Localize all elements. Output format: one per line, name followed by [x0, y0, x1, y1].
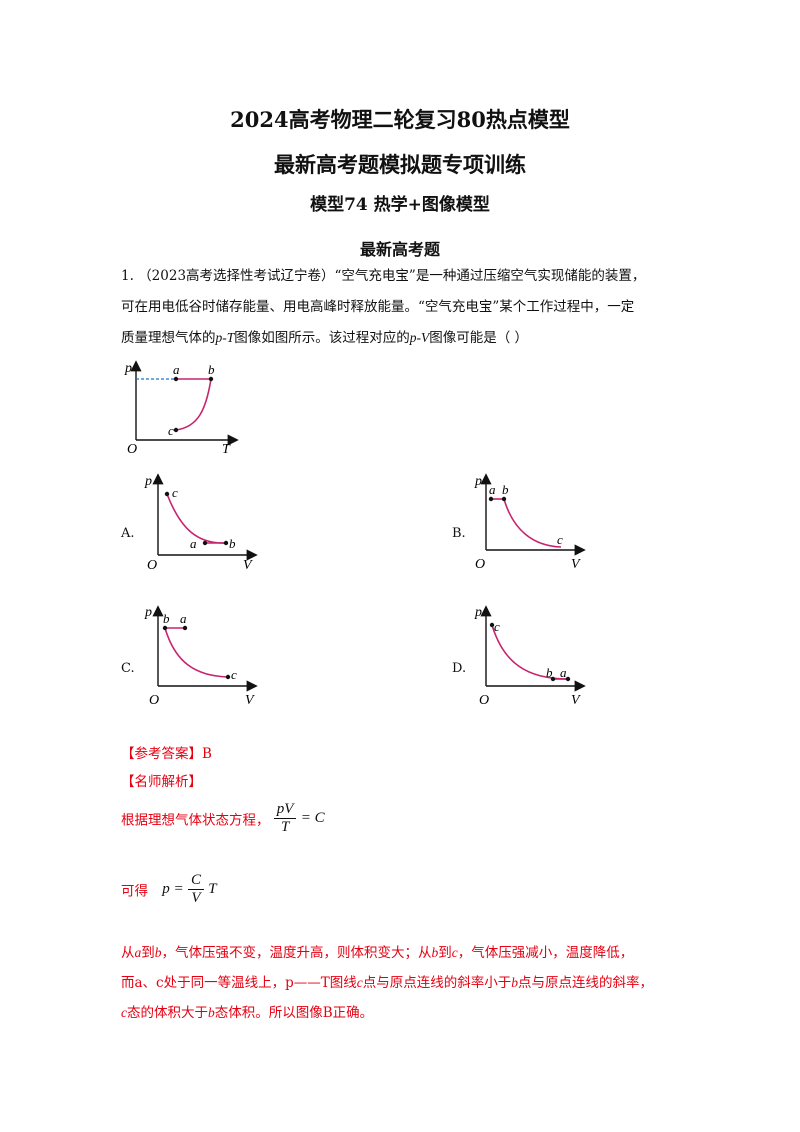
svg-text:c: c — [231, 667, 237, 682]
option-a-graph[interactable]: p c a b O V — [143, 468, 268, 578]
equation-line-2: 可得 p = C V T — [121, 872, 217, 907]
point-c — [173, 427, 179, 433]
svg-text:c: c — [557, 532, 563, 547]
svg-text:p: p — [474, 474, 482, 489]
svg-text:b: b — [229, 536, 236, 551]
label-t: T — [222, 442, 231, 457]
question-line-3: 质量理想气体的p-T图像如图所示。该过程对应的p-V图像可能是（ ） — [121, 330, 529, 346]
title-line-3: 模型74 热学+图像模型 — [310, 195, 490, 215]
svg-text:O: O — [475, 557, 485, 572]
pt-graph: p a b c O T — [124, 360, 239, 457]
answer-label: 【参考答案】B — [121, 746, 212, 762]
option-c-label[interactable]: C. — [121, 661, 135, 676]
svg-text:V: V — [245, 693, 255, 708]
point-b — [208, 376, 214, 382]
curve-ca — [491, 624, 569, 680]
svg-text:a: a — [489, 482, 496, 497]
equation-1-fraction: pV T — [273, 801, 297, 836]
svg-text:V: V — [571, 557, 581, 572]
option-a-label[interactable]: A. — [121, 526, 135, 541]
option-c-graph[interactable]: p b a c O V — [143, 600, 268, 710]
label-a: a — [173, 362, 180, 377]
svg-text:O: O — [479, 693, 489, 708]
title-line-1: 2024高考物理二轮复习80热点模型 — [230, 107, 570, 132]
svg-text:p: p — [474, 605, 482, 620]
svg-text:c: c — [172, 485, 178, 500]
point-a — [173, 376, 179, 382]
option-b-graph[interactable]: p a b c O V — [471, 468, 596, 578]
analysis-paragraph-2: 而a、c处于同一等温线上，p——T图线c点与原点连线的斜率小于b点与原点连线的斜… — [121, 975, 654, 991]
label-origin: O — [127, 442, 137, 457]
curve-bc — [175, 378, 212, 431]
curve-ca — [166, 493, 227, 544]
svg-text:O: O — [147, 558, 157, 573]
section-heading: 最新高考题 — [359, 240, 440, 259]
title-line-2: 最新高考题模拟题专项训练 — [274, 152, 526, 177]
curve-bc — [503, 498, 562, 548]
option-d-graph[interactable]: p c b a O V — [471, 600, 596, 710]
svg-text:a: a — [190, 536, 197, 551]
svg-text:p: p — [144, 605, 152, 620]
analysis-label: 【名师解析】 — [121, 774, 202, 790]
svg-text:a: a — [180, 611, 187, 626]
label-c: c — [168, 423, 174, 438]
svg-text:a: a — [560, 665, 567, 680]
label-b: b — [208, 362, 215, 377]
svg-text:V: V — [243, 558, 253, 573]
svg-text:O: O — [149, 693, 159, 708]
svg-text:c: c — [494, 619, 500, 634]
curve-bc — [164, 627, 229, 678]
equation-line-1: 根据理想气体状态方程， pV T = C — [121, 801, 325, 836]
svg-text:b: b — [163, 611, 170, 626]
svg-text:b: b — [546, 665, 553, 680]
analysis-paragraph-1: 从a到b，气体压强不变，温度升高，则体积变大；从b到c，气体压强减小，温度降低， — [121, 945, 634, 961]
svg-text:p: p — [144, 474, 152, 489]
option-d-label[interactable]: D. — [452, 661, 467, 676]
analysis-paragraph-3: c态的体积大于b态体积。所以图像B正确。 — [121, 1005, 374, 1021]
svg-text:b: b — [502, 482, 509, 497]
svg-text:V: V — [571, 693, 581, 708]
equation-2-fraction: C V — [187, 872, 204, 907]
label-p: p — [124, 361, 132, 376]
question-line-1: 1. （2023高考选择性考试辽宁卷）“空气充电宝”是一种通过压缩空气实现储能的… — [121, 268, 646, 284]
question-line-2: 可在用电低谷时储存能量、用电高峰时释放能量。“空气充电宝”某个工作过程中，一定 — [121, 299, 635, 315]
option-b-label[interactable]: B. — [452, 526, 466, 541]
